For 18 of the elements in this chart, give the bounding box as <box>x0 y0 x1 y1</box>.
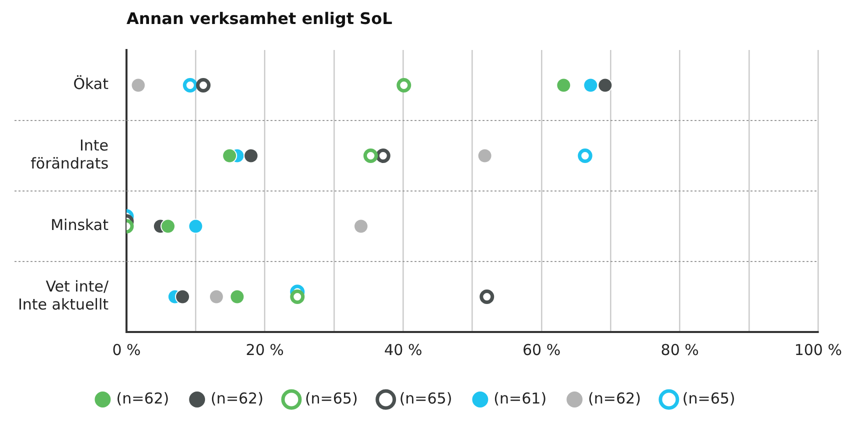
x-tick-label: 20 % <box>246 340 284 359</box>
legend-label: (n=65) <box>304 389 358 408</box>
y-tick-label: Minskat <box>50 216 109 234</box>
legend-label: (n=65) <box>399 389 452 408</box>
legend-label: (n=62) <box>588 389 641 408</box>
x-tick-label: 60 % <box>522 340 561 359</box>
legend-label: (n=62) <box>210 389 264 408</box>
x-tick-label: 0 % <box>112 340 141 359</box>
x-tick-label: 80 % <box>660 340 699 359</box>
y-tick-label: Inte förändrats <box>30 136 109 173</box>
chart-title: Annan verksamhet enligt SoL <box>126 9 392 28</box>
legend-label: (n=65) <box>682 389 736 408</box>
y-tick-label: Ökat <box>73 75 109 94</box>
y-tick-label: Vet inte/ Inte aktuellt <box>18 278 110 314</box>
legend-label: (n=62) <box>116 389 170 408</box>
legend-label: (n=61) <box>494 389 547 408</box>
x-tick-label: 100 % <box>794 340 842 359</box>
x-tick-label: 40 % <box>384 340 422 359</box>
